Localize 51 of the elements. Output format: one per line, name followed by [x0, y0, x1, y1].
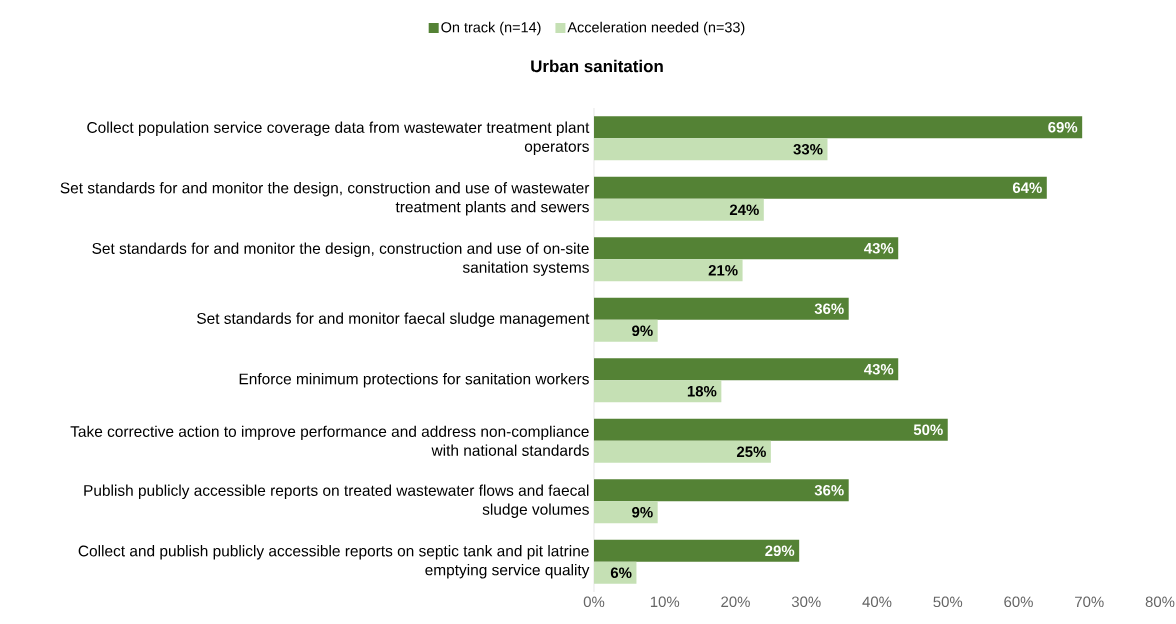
y-tick-label: Set standards for and monitor the design, construction and use of on-site sanitation systems	[92, 242, 589, 276]
x-tick-label: 20%	[721, 596, 750, 608]
data-label: 64%	[1012, 182, 1042, 194]
data-label: 36%	[814, 303, 844, 315]
legend-label: On track (n=14)	[441, 21, 541, 36]
data-label: 21%	[708, 264, 738, 276]
bar	[594, 479, 849, 502]
bar	[594, 176, 1047, 199]
data-label: 33%	[793, 143, 823, 155]
data-label: 36%	[814, 484, 844, 496]
data-label: 50%	[913, 424, 943, 436]
data-label: 9%	[632, 325, 653, 337]
y-tick-label: Set standards for and monitor the design, construction and use of wastewater treatment plants and sewers	[60, 182, 590, 216]
bar	[594, 198, 764, 221]
chart-title: Urban sanitation	[531, 59, 663, 73]
data-label: 18%	[687, 385, 717, 397]
x-tick-label: 0%	[583, 596, 605, 608]
bar	[594, 116, 1083, 139]
data-label: 43%	[864, 363, 894, 375]
data-label: 25%	[736, 446, 766, 458]
y-tick-label: Set standards for and monitor faecal sludge management	[197, 312, 590, 327]
data-label: 6%	[610, 567, 632, 579]
x-tick-label: 30%	[791, 596, 821, 608]
x-tick-label: 50%	[933, 596, 963, 608]
data-label: 43%	[864, 242, 894, 254]
y-tick-label: Collect and publish publicly accessible reports on septic tank and pit latrine emptying service quality	[78, 545, 590, 579]
y-tick-label: Collect population service coverage data from wastewater treatment plant operators	[87, 121, 590, 155]
y-tick-label: Publish publicly accessible reports on treated wastewater flows and faecal sludge volumes	[84, 484, 589, 518]
legend-label: Acceleration needed (n=33)	[567, 21, 745, 36]
data-label: 24%	[729, 204, 759, 216]
bar	[594, 138, 828, 161]
data-label: 29%	[765, 545, 795, 557]
bar	[594, 237, 899, 260]
bar	[594, 418, 948, 441]
y-tick-label: Enforce minimum protections for sanitation workers	[239, 373, 589, 388]
x-tick-label: 80%	[1145, 596, 1175, 608]
data-label: 69%	[1048, 121, 1078, 133]
x-tick-label: 40%	[862, 596, 892, 608]
bar	[594, 319, 658, 342]
bar	[594, 380, 722, 403]
y-tick-label: Take corrective action to improve performance and address non-compliance with national standards	[70, 425, 589, 456]
bar	[594, 501, 658, 524]
x-tick-label: 70%	[1075, 596, 1104, 608]
bar	[594, 259, 743, 282]
bar	[594, 539, 800, 562]
bar	[594, 358, 899, 381]
bar	[594, 297, 849, 320]
bar	[594, 440, 771, 463]
data-label: 9%	[632, 506, 653, 518]
x-tick-label: 60%	[1004, 596, 1033, 608]
x-tick-label: 10%	[650, 596, 680, 608]
